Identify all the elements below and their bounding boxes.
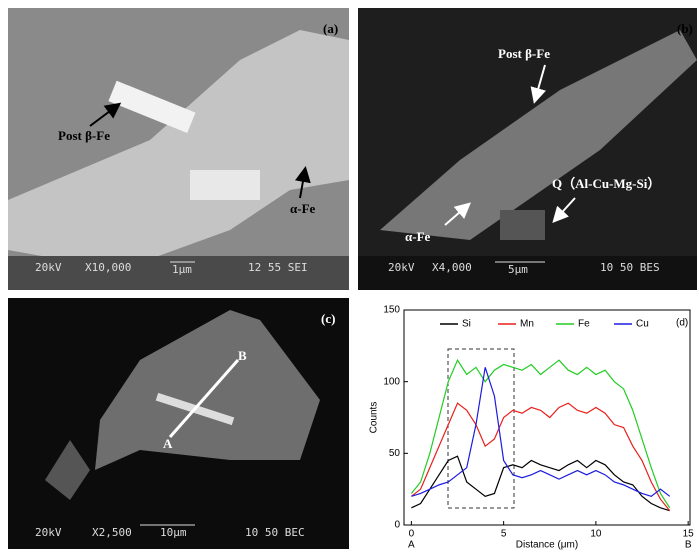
annotation: A xyxy=(163,436,173,451)
legend-label: Fe xyxy=(578,319,590,330)
footer-text: 20kV xyxy=(388,261,415,274)
x-tick-label: 10 xyxy=(590,529,602,540)
y-tick-label: 100 xyxy=(383,376,400,387)
annotation: α-Fe xyxy=(290,201,316,216)
particle xyxy=(500,210,545,240)
y-tick-label: 50 xyxy=(389,448,401,459)
y-tick-label: 150 xyxy=(383,305,400,316)
panel-label: (c) xyxy=(321,311,335,326)
panel-label: (d) xyxy=(676,318,688,329)
panel-label: (b) xyxy=(677,21,693,36)
y-axis-label: Counts xyxy=(369,402,380,434)
footer-text: 20kV xyxy=(35,526,62,539)
annotation: B xyxy=(238,348,247,363)
footer-text: 10 50 BEC xyxy=(245,526,305,539)
figure: (a) Post β-Fe α-Fe 20kV X10,000 1μm 12 5… xyxy=(0,0,699,551)
plot-frame xyxy=(404,310,690,525)
y-tick-label: 0 xyxy=(394,520,400,531)
footer-text: 12 55 SEI xyxy=(248,261,308,274)
annotation: α-Fe xyxy=(405,229,431,244)
footer-text: 1μm xyxy=(172,263,192,276)
particle xyxy=(190,170,260,200)
footer-text: X10,000 xyxy=(85,261,131,274)
legend-label: Si xyxy=(462,319,471,330)
footer-text: 10μm xyxy=(160,526,187,539)
annotation: A xyxy=(408,540,415,551)
legend-label: Mn xyxy=(520,319,534,330)
footer-text: 5μm xyxy=(508,263,528,276)
footer-text: X4,000 xyxy=(432,261,472,274)
x-tick-label: 0 xyxy=(409,529,415,540)
annotation: Post β-Fe xyxy=(58,128,110,143)
page: (a) Post β-Fe α-Fe 20kV X10,000 1μm 12 5… xyxy=(0,0,699,551)
x-axis-label: Distance (μm) xyxy=(516,540,578,551)
footer-text: 20kV xyxy=(35,261,62,274)
annotation: B xyxy=(685,540,692,551)
annotation: Q（Al-Cu-Mg-Si） xyxy=(552,176,660,191)
panel-label: (a) xyxy=(323,21,338,36)
footer-text: X2,500 xyxy=(92,526,132,539)
footer-text: 10 50 BES xyxy=(600,261,660,274)
annotation: Post β-Fe xyxy=(498,46,550,61)
legend-label: Cu xyxy=(636,319,649,330)
x-tick-label: 15 xyxy=(683,529,695,540)
x-tick-label: 5 xyxy=(501,529,507,540)
